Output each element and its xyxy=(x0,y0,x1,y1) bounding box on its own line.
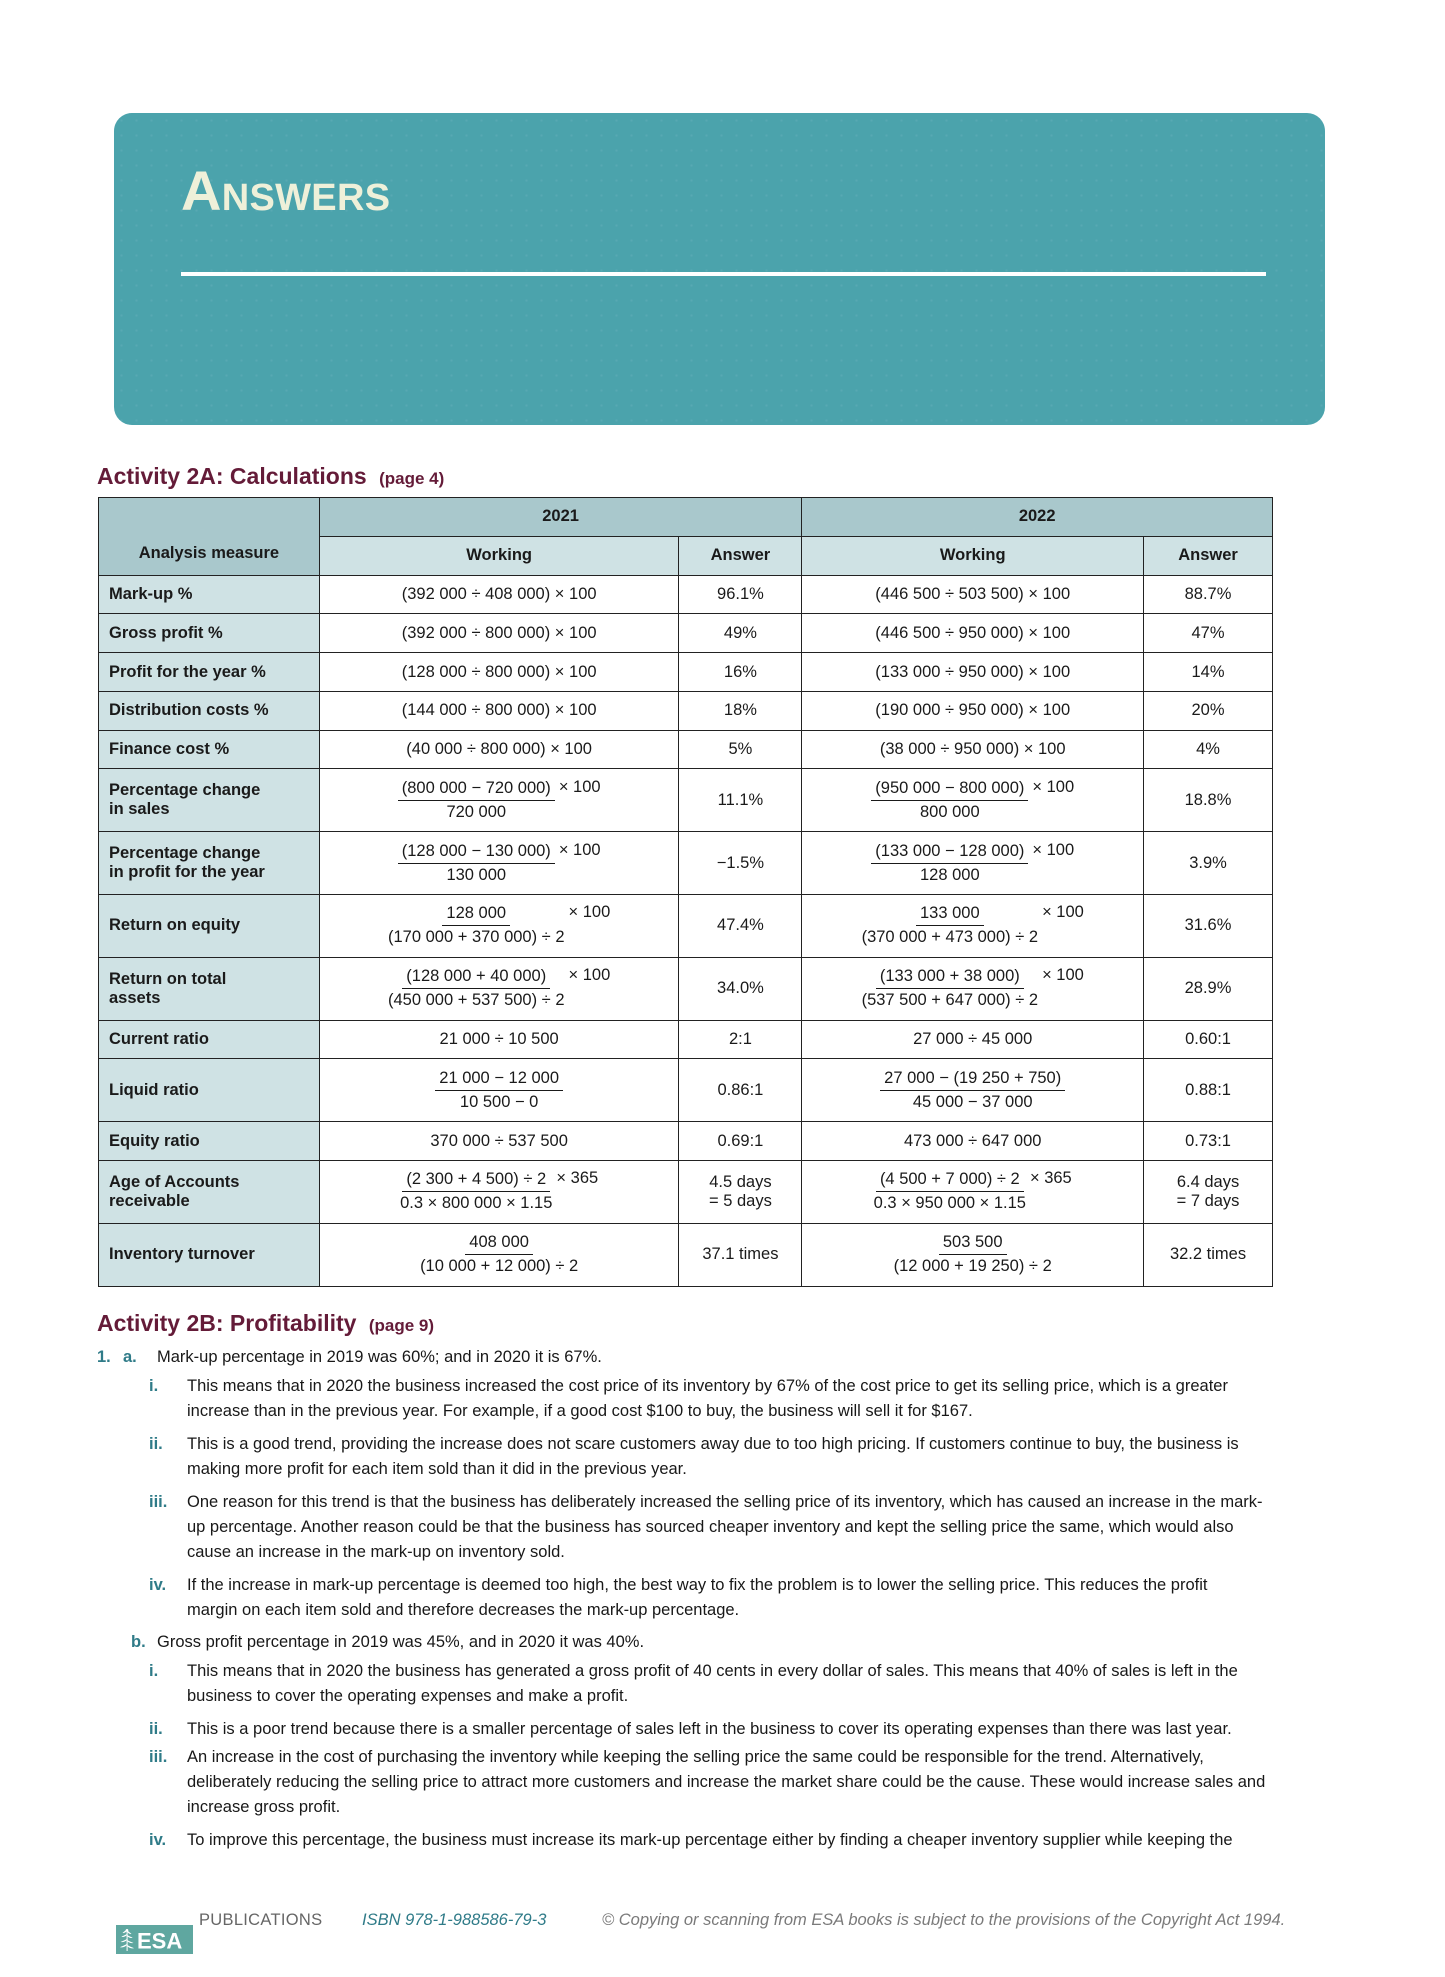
svg-text:ESA: ESA xyxy=(137,1929,182,1954)
